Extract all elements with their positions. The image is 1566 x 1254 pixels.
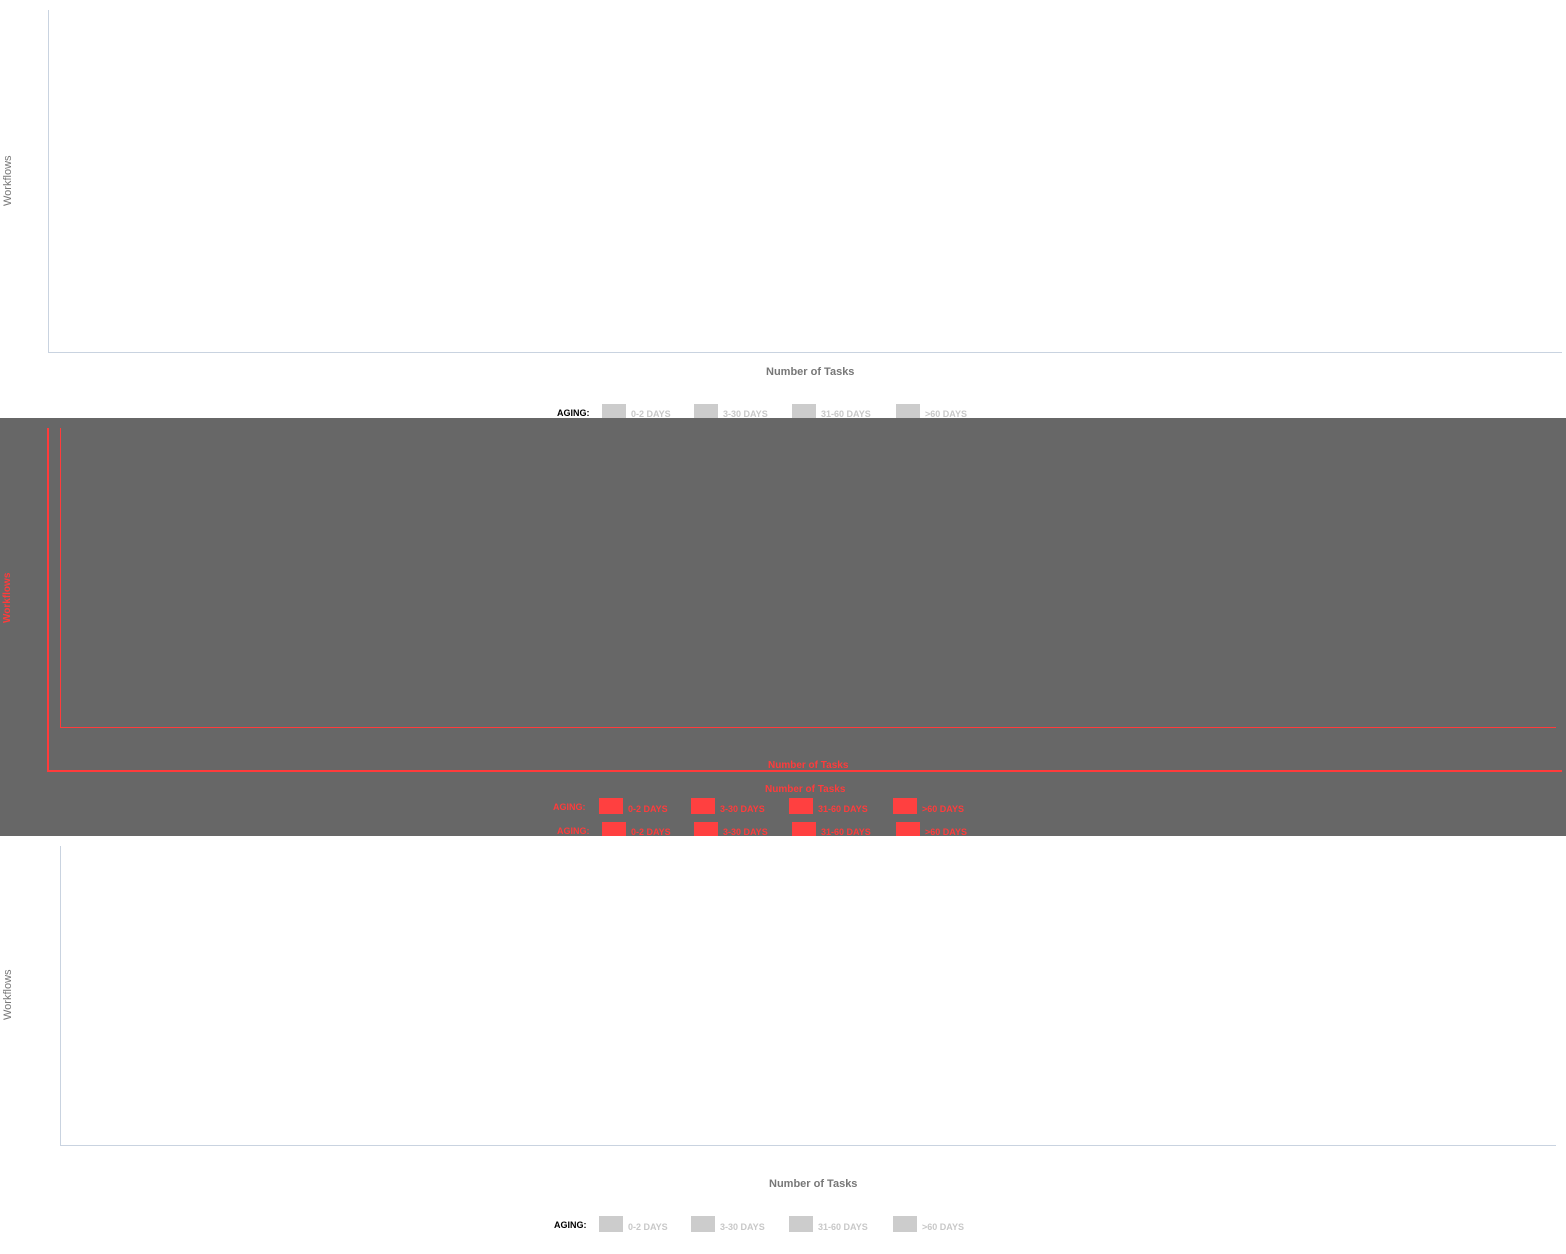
overlay-x-axis-inner (60, 727, 1556, 728)
overlay-legend-a-label-0-2: 0-2 DAYS (628, 804, 668, 814)
highlight-overlay: Workflows Number of Tasks Number of Task… (0, 418, 1566, 836)
legend-label-gt60[interactable]: >60 DAYS (922, 1222, 964, 1232)
y-axis-line (60, 846, 61, 1145)
overlay-y-axis-label: Workflows (2, 572, 13, 623)
legend-title: AGING: (557, 408, 590, 418)
legend-swatch-0-2[interactable] (602, 404, 626, 420)
overlay-y-axis-outer (47, 428, 49, 770)
overlay-legend-b-swatch-31-60 (792, 822, 816, 836)
legend-label-31-60[interactable]: 31-60 DAYS (821, 409, 871, 419)
legend-swatch-gt60[interactable] (896, 404, 920, 420)
overlay-legend-b-label-0-2: 0-2 DAYS (631, 827, 671, 836)
x-axis-line (48, 352, 1562, 353)
legend-label-3-30[interactable]: 3-30 DAYS (720, 1222, 765, 1232)
overlay-legend-a-label-3-30: 3-30 DAYS (720, 804, 765, 814)
x-axis-label: Number of Tasks (769, 1178, 858, 1190)
overlay-legend-b-swatch-gt60 (896, 822, 920, 836)
x-axis-line (60, 1145, 1556, 1146)
legend-label-3-30[interactable]: 3-30 DAYS (723, 409, 768, 419)
overlay-legend-a-title: AGING: (553, 802, 586, 812)
overlay-x-axis-label-b: Number of Tasks (765, 784, 846, 795)
overlay-legend-b-label-gt60: >60 DAYS (925, 827, 967, 836)
legend-swatch-31-60[interactable] (792, 404, 816, 420)
overlay-legend-a-swatch-0-2 (599, 798, 623, 814)
legend-label-31-60[interactable]: 31-60 DAYS (818, 1222, 868, 1232)
legend-swatch-gt60[interactable] (893, 1216, 917, 1232)
overlay-legend-a-swatch-31-60 (789, 798, 813, 814)
overlay-x-axis-label-a: Number of Tasks (768, 760, 849, 771)
overlay-legend-b-swatch-3-30 (694, 822, 718, 836)
y-axis-line (48, 10, 49, 352)
legend-swatch-31-60[interactable] (789, 1216, 813, 1232)
overlay-legend-a-label-gt60: >60 DAYS (922, 804, 964, 814)
y-axis-label: Workflows (2, 155, 14, 206)
y-axis-label: Workflows (2, 969, 14, 1020)
overlay-legend-b-label-31-60: 31-60 DAYS (821, 827, 871, 836)
legend-label-0-2[interactable]: 0-2 DAYS (628, 1222, 668, 1232)
overlay-legend-b-swatch-0-2 (602, 822, 626, 836)
legend-swatch-3-30[interactable] (691, 1216, 715, 1232)
overlay-legend-a-label-31-60: 31-60 DAYS (818, 804, 868, 814)
overlay-y-axis-inner (60, 428, 61, 727)
overlay-x-axis-outer (47, 770, 1562, 772)
overlay-legend-b-title: AGING: (557, 826, 590, 836)
legend-swatch-0-2[interactable] (599, 1216, 623, 1232)
overlay-legend-a-swatch-3-30 (691, 798, 715, 814)
legend-label-0-2[interactable]: 0-2 DAYS (631, 409, 671, 419)
legend-title: AGING: (554, 1220, 587, 1230)
overlay-legend-a-swatch-gt60 (893, 798, 917, 814)
overlay-legend-b-label-3-30: 3-30 DAYS (723, 827, 768, 836)
x-axis-label: Number of Tasks (766, 366, 855, 378)
legend-label-gt60[interactable]: >60 DAYS (925, 409, 967, 419)
legend-swatch-3-30[interactable] (694, 404, 718, 420)
